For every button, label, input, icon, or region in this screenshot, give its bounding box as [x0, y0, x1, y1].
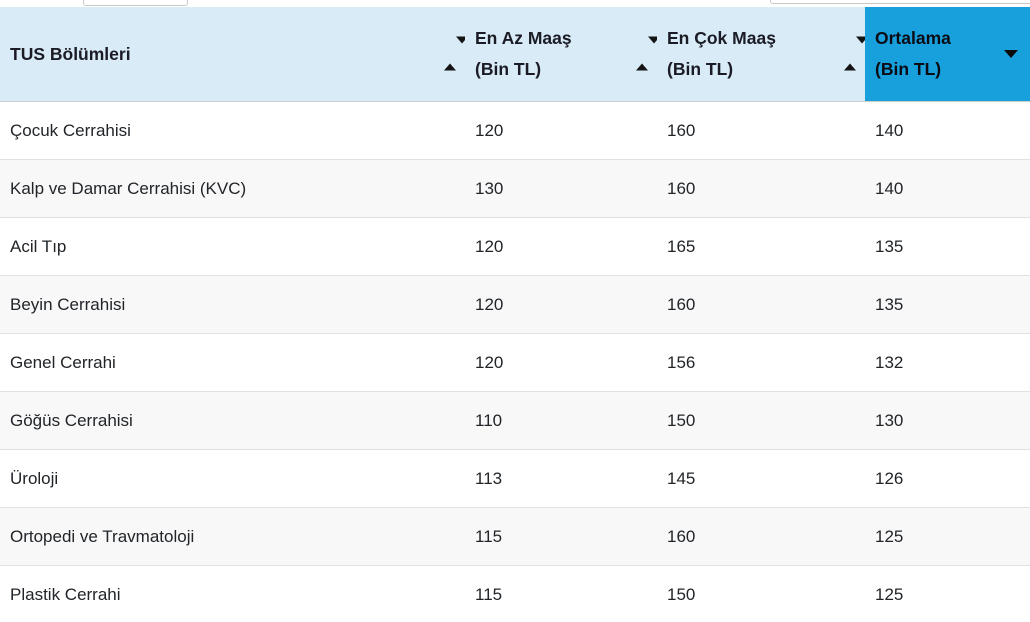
- table-row: Kalp ve Damar Cerrahisi (KVC) 130 160 14…: [0, 159, 1030, 218]
- table-body: Çocuk Cerrahisi 120 160 140 Kalp ve Dama…: [0, 101, 1030, 622]
- sort-unsorted-icon: [844, 36, 868, 71]
- table-row: Acil Tıp 120 165 135: [0, 217, 1030, 276]
- cell-min-salary: 113: [465, 449, 657, 508]
- cell-max-salary: 160: [657, 507, 865, 566]
- cell-avg-salary: 130: [865, 391, 1030, 450]
- cell-min-salary: 110: [465, 391, 657, 450]
- cell-max-salary: 145: [657, 449, 865, 508]
- search-input[interactable]: [770, 0, 1030, 4]
- sort-descending-icon: [1004, 50, 1018, 58]
- cell-department: Acil Tıp: [0, 217, 465, 276]
- cell-min-salary: 120: [465, 333, 657, 392]
- sort-unsorted-icon: [636, 36, 660, 71]
- cell-department: Beyin Cerrahisi: [0, 275, 465, 334]
- cell-min-salary: 120: [465, 217, 657, 276]
- cell-avg-salary: 126: [865, 449, 1030, 508]
- cell-avg-salary: 135: [865, 217, 1030, 276]
- cell-department: Göğüs Cerrahisi: [0, 391, 465, 450]
- cell-min-salary: 120: [465, 275, 657, 334]
- tus-salary-table: TUS Bölümleri En Az Maaş (Bin TL) En Çok …: [0, 7, 1030, 622]
- cell-avg-salary: 140: [865, 159, 1030, 218]
- cell-max-salary: 150: [657, 565, 865, 622]
- table-row: Plastik Cerrahi 115 150 125: [0, 565, 1030, 622]
- table-row: Beyin Cerrahisi 120 160 135: [0, 275, 1030, 334]
- cell-max-salary: 160: [657, 101, 865, 160]
- cell-department: Plastik Cerrahi: [0, 565, 465, 622]
- column-header-label: TUS Bölümleri: [10, 43, 131, 64]
- cell-department: Kalp ve Damar Cerrahisi (KVC): [0, 159, 465, 218]
- cell-avg-salary: 140: [865, 101, 1030, 160]
- cell-max-salary: 150: [657, 391, 865, 450]
- cell-min-salary: 115: [465, 507, 657, 566]
- column-header-label: Ortalama (Bin TL): [875, 28, 951, 79]
- table-controls-strip: [0, 0, 1030, 7]
- table-row: Genel Cerrahi 120 156 132: [0, 333, 1030, 392]
- column-header-en-az-maas[interactable]: En Az Maaş (Bin TL): [465, 7, 660, 102]
- cell-max-salary: 160: [657, 159, 865, 218]
- cell-avg-salary: 132: [865, 333, 1030, 392]
- column-header-label: En Çok Maaş (Bin TL): [667, 28, 776, 79]
- sort-unsorted-icon: [444, 36, 468, 71]
- cell-avg-salary: 125: [865, 507, 1030, 566]
- column-header-en-cok-maas[interactable]: En Çok Maaş (Bin TL): [657, 7, 868, 102]
- table-header: TUS Bölümleri En Az Maaş (Bin TL) En Çok …: [0, 7, 1030, 102]
- cell-department: Ortopedi ve Travmatoloji: [0, 507, 465, 566]
- cell-max-salary: 165: [657, 217, 865, 276]
- cell-min-salary: 130: [465, 159, 657, 218]
- cell-avg-salary: 125: [865, 565, 1030, 622]
- column-header-tus-bolumleri[interactable]: TUS Bölümleri: [0, 7, 468, 102]
- cell-max-salary: 156: [657, 333, 865, 392]
- cell-min-salary: 120: [465, 101, 657, 160]
- column-header-label: En Az Maaş (Bin TL): [475, 28, 572, 79]
- cell-department: Üroloji: [0, 449, 465, 508]
- cell-avg-salary: 135: [865, 275, 1030, 334]
- header-row: TUS Bölümleri En Az Maaş (Bin TL) En Çok …: [0, 7, 1030, 102]
- page-length-select[interactable]: [83, 0, 188, 6]
- column-header-ortalama-sorted[interactable]: Ortalama (Bin TL): [865, 7, 1030, 102]
- table-row: Çocuk Cerrahisi 120 160 140: [0, 101, 1030, 160]
- cell-max-salary: 160: [657, 275, 865, 334]
- table-row: Ortopedi ve Travmatoloji 115 160 125: [0, 507, 1030, 566]
- cell-min-salary: 115: [465, 565, 657, 622]
- cell-department: Genel Cerrahi: [0, 333, 465, 392]
- table-row: Göğüs Cerrahisi 110 150 130: [0, 391, 1030, 450]
- cell-department: Çocuk Cerrahisi: [0, 101, 465, 160]
- table-row: Üroloji 113 145 126: [0, 449, 1030, 508]
